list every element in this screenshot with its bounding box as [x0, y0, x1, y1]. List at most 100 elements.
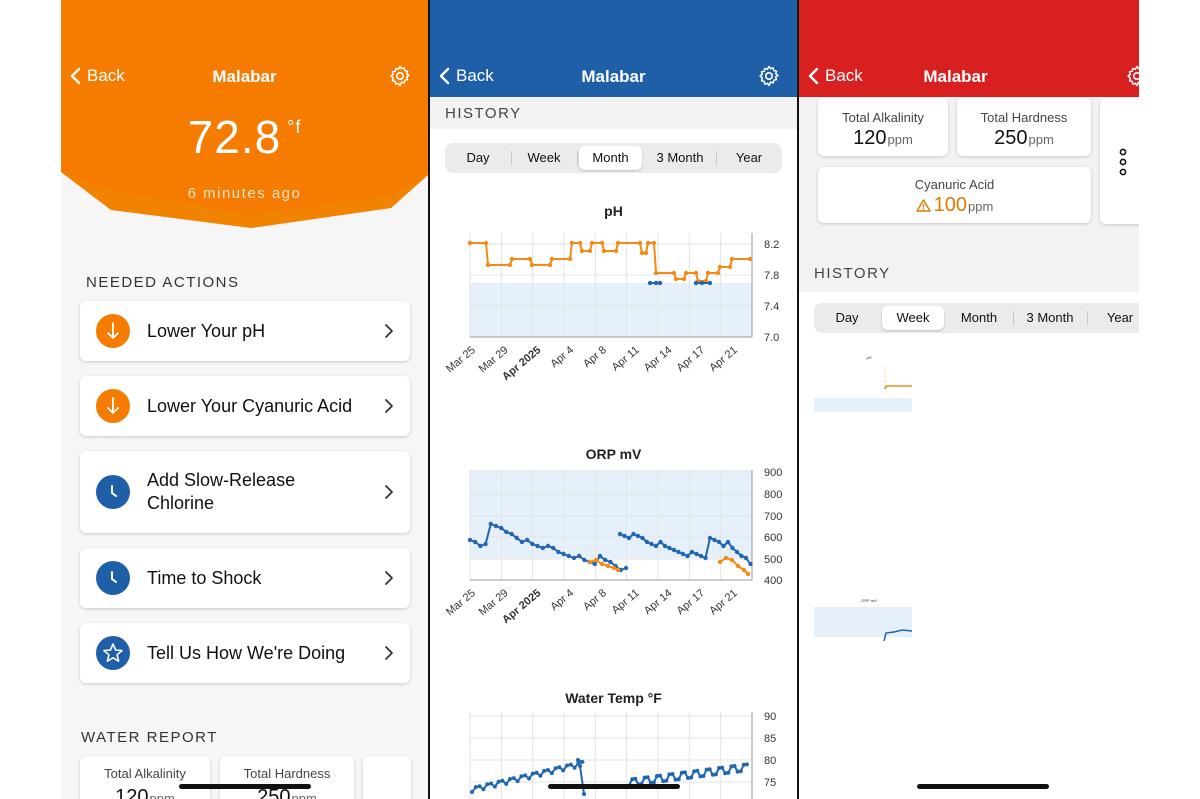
pool-name: Malabar: [212, 67, 277, 86]
more-card[interactable]: [363, 756, 411, 799]
data-point: [545, 543, 551, 549]
x-tick-label: Apr 21: [707, 587, 740, 617]
data-point: [599, 561, 605, 567]
data-point: [695, 768, 700, 773]
x-tick-label: Apr 11: [610, 344, 642, 374]
tab-3-month[interactable]: 3 Month: [656, 150, 704, 165]
more-card[interactable]: [1100, 98, 1139, 224]
alkalinity-card[interactable]: Total Alkalinity 120ppm: [818, 98, 948, 156]
data-point: [657, 280, 663, 286]
card-title: Cyanuric Acid: [914, 177, 995, 192]
cyanuric-acid-card[interactable]: Cyanuric Acid 100ppm: [818, 167, 1091, 223]
back-button[interactable]: Back: [807, 66, 863, 86]
tab-month[interactable]: Month: [960, 310, 998, 325]
data-point: [717, 559, 723, 565]
temp-chart-title: Water Temp °F: [565, 690, 662, 706]
data-point: [716, 539, 722, 545]
data-point: [477, 784, 482, 789]
data-point: [645, 775, 650, 780]
tab-year[interactable]: Year: [735, 150, 763, 165]
data-point: [626, 535, 632, 541]
hardness-card[interactable]: Total Hardness 250ppm: [957, 98, 1091, 156]
data-point: [689, 775, 694, 780]
tab-3-month[interactable]: 3 Month: [1026, 310, 1074, 325]
hardness-card[interactable]: Total Hardness 250ppm: [220, 756, 354, 799]
card-title: Total Alkalinity: [842, 110, 924, 125]
action-item[interactable]: Tell Us How We're Doing: [80, 623, 410, 683]
data-point: [664, 778, 669, 783]
tab-year[interactable]: Year: [1106, 310, 1134, 325]
data-point: [748, 561, 753, 567]
alkalinity-card[interactable]: Total Alkalinity 120ppm: [80, 756, 210, 799]
ideal-range-band: [814, 607, 912, 637]
y-tick-label: 85: [764, 733, 776, 745]
gear-icon[interactable]: [388, 64, 412, 88]
data-point: [717, 264, 723, 270]
mini-chart-title: pH: [866, 355, 871, 360]
series-line: [625, 763, 748, 787]
action-item[interactable]: Lower Your pH: [80, 301, 410, 361]
needed-actions-heading: NEEDED ACTIONS: [86, 274, 240, 291]
chevron-left-icon: [70, 67, 81, 85]
history-label: HISTORY: [445, 105, 522, 122]
data-point: [523, 773, 528, 778]
action-item[interactable]: Time to Shock: [80, 548, 410, 608]
data-point: [680, 551, 686, 557]
action-item[interactable]: Lower Your Cyanuric Acid: [80, 376, 410, 436]
series-line: [884, 385, 912, 389]
x-tick-label: Mar 25: [444, 587, 478, 618]
pool-dashboard-screen: Back Malabar 72.8 °f 6 minutes ago NEEDED…: [61, 0, 428, 799]
data-point: [726, 770, 731, 775]
data-point: [593, 557, 599, 563]
home-indicator[interactable]: [917, 784, 1049, 789]
data-point: [500, 778, 505, 783]
data-point: [693, 270, 699, 276]
action-item[interactable]: Add Slow-Release Chlorine: [80, 451, 410, 533]
data-point: [735, 563, 741, 569]
tab-month[interactable]: Month: [579, 146, 642, 170]
home-indicator[interactable]: [548, 784, 680, 789]
back-button[interactable]: Back: [69, 66, 125, 86]
ideal-range-band: [470, 283, 752, 337]
more-dots-icon[interactable]: [1119, 148, 1127, 176]
data-point: [549, 256, 555, 262]
data-point: [509, 256, 515, 262]
gear-icon[interactable]: [757, 64, 781, 88]
data-point: [473, 539, 478, 545]
data-point: [587, 559, 593, 565]
data-point: [671, 270, 677, 276]
data-point: [730, 545, 735, 551]
data-point: [721, 543, 726, 549]
nav-bar: Back Malabar: [430, 60, 797, 96]
gear-icon[interactable]: [1125, 64, 1139, 88]
data-point: [605, 563, 611, 569]
tab-day[interactable]: Day: [835, 310, 859, 325]
back-label: Back: [825, 66, 863, 85]
data-point: [504, 529, 509, 535]
data-point: [734, 549, 740, 555]
data-point: [647, 280, 653, 286]
data-point: [556, 549, 561, 555]
ph-mini-chart: pH: [814, 355, 912, 412]
data-point: [635, 533, 641, 539]
home-indicator[interactable]: [179, 784, 311, 789]
arrow-down-icon: [96, 314, 130, 348]
data-point: [725, 539, 731, 545]
data-point: [643, 250, 649, 256]
card-value: 120ppm: [115, 786, 175, 799]
nav-bar: Back Malabar: [799, 60, 1139, 96]
data-point: [741, 762, 746, 767]
back-button[interactable]: Back: [438, 66, 494, 86]
data-point: [567, 256, 573, 262]
data-point: [538, 773, 543, 778]
data-point: [738, 769, 743, 774]
temp-chart: 90 85 80 75: [469, 711, 776, 799]
data-point: [723, 555, 729, 561]
chevron-right-icon: [385, 646, 393, 660]
tab-week[interactable]: Week: [527, 150, 561, 165]
x-tick-label: Apr 17: [675, 344, 708, 374]
tab-day[interactable]: Day: [466, 150, 490, 165]
data-point: [741, 567, 747, 573]
data-point: [655, 774, 659, 778]
tab-week[interactable]: Week: [882, 306, 944, 330]
